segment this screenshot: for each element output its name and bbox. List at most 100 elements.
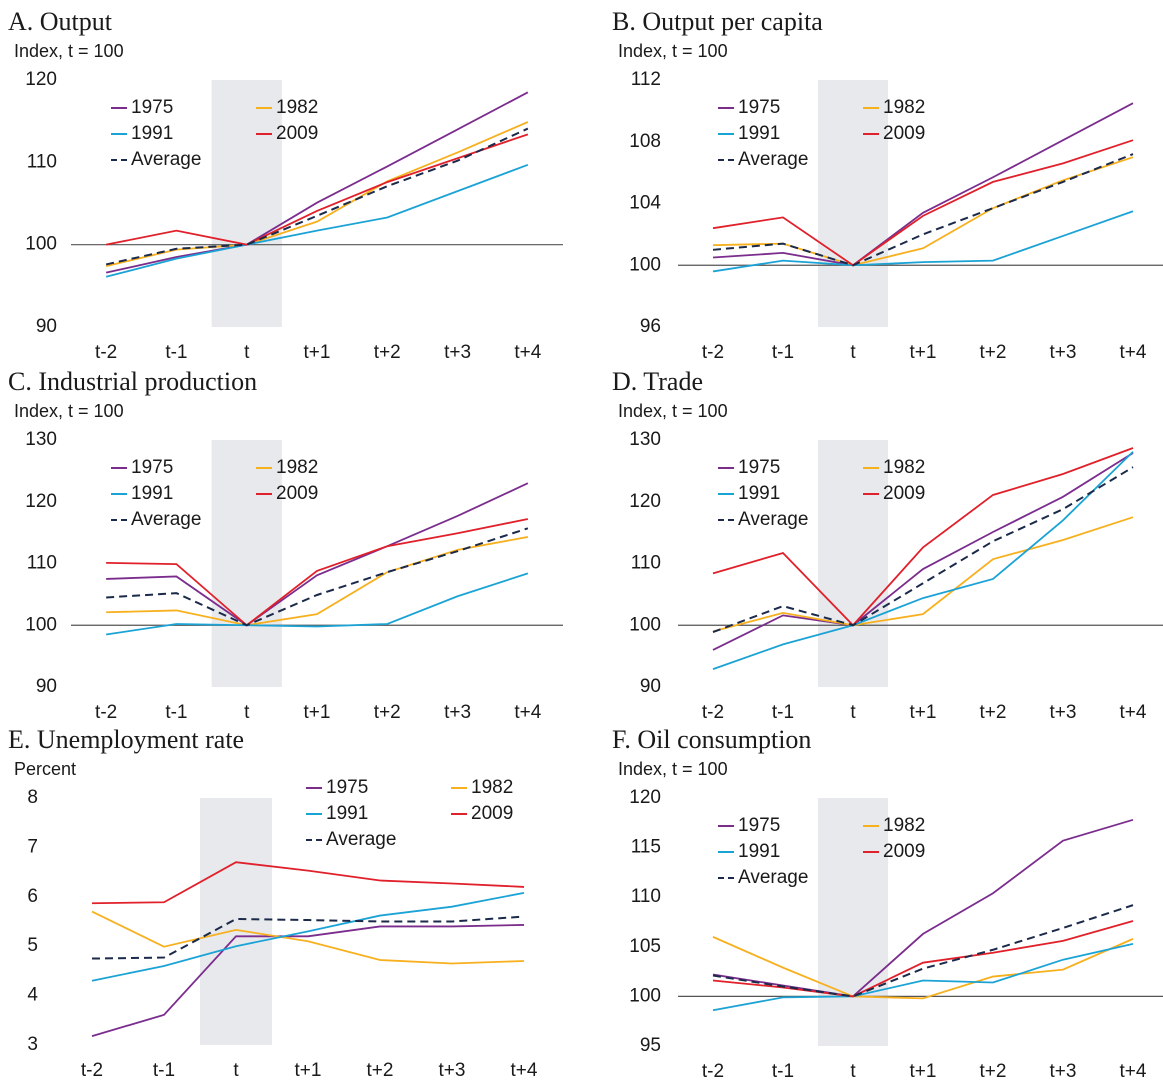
x-tick-label: t [850, 702, 856, 723]
legend-label: 1991 [131, 483, 173, 504]
x-tick-label: t-2 [702, 702, 724, 723]
y-tick-label: 100 [629, 254, 661, 275]
legend-label: 2009 [883, 841, 925, 862]
x-tick-label: t+2 [374, 342, 401, 363]
y-tick-label: 100 [25, 614, 57, 635]
x-tick-label: t-1 [153, 1060, 175, 1081]
legend-label: Average [131, 509, 201, 530]
x-tick-label: t [244, 702, 250, 723]
x-tick-label: t+1 [304, 342, 331, 363]
series-line [106, 482, 529, 627]
legend-label: 1982 [276, 457, 318, 478]
series-line [712, 102, 1134, 267]
y-tick-label: 115 [631, 837, 661, 858]
series-line [91, 891, 525, 982]
series-line [106, 536, 529, 627]
x-tick-label: t+1 [304, 702, 331, 723]
x-tick-label: t+1 [295, 1060, 322, 1081]
x-tick-label: t+2 [980, 702, 1007, 723]
y-tick-label: 130 [629, 429, 661, 450]
highlight-band [200, 798, 272, 1045]
x-tick-label: t+4 [1120, 702, 1147, 723]
legend-label: 1975 [131, 457, 173, 478]
x-tick-label: t+2 [980, 342, 1007, 363]
series-line [712, 153, 1134, 267]
y-axis-label: Index, t = 100 [618, 759, 728, 779]
x-tick-label: t-1 [772, 702, 794, 723]
x-tick-label: t+1 [910, 702, 937, 723]
legend-label: 1975 [326, 777, 368, 798]
legend-label: 1982 [883, 457, 925, 478]
legend-label: 1991 [738, 841, 780, 862]
x-tick-label: t [850, 1061, 856, 1082]
series-line [712, 516, 1134, 633]
y-tick-label: 110 [27, 553, 57, 574]
x-tick-label: t-1 [772, 1061, 794, 1082]
y-tick-label: 110 [631, 553, 661, 574]
x-tick-label: t-2 [95, 702, 117, 723]
legend-label: Average [326, 829, 396, 850]
legend-label: 1982 [471, 777, 513, 798]
legend-label: 1975 [738, 97, 780, 118]
legend-label: 1982 [883, 815, 925, 836]
legend-label: 1991 [738, 123, 780, 144]
legend-label: 1991 [326, 803, 368, 824]
legend-label: 1982 [276, 97, 318, 118]
series-line [712, 451, 1134, 670]
highlight-band [818, 798, 888, 1046]
y-tick-label: 110 [631, 886, 661, 907]
x-tick-label: t-2 [702, 1061, 724, 1082]
series-line [712, 156, 1134, 267]
legend-label: 1975 [131, 97, 173, 118]
y-tick-label: 130 [25, 429, 57, 450]
panel-title: A. Output [8, 7, 113, 36]
x-tick-label: t+4 [514, 702, 541, 723]
x-tick-label: t+3 [444, 702, 471, 723]
y-tick-label: 4 [27, 985, 38, 1006]
legend-label: 1975 [738, 815, 780, 836]
legend-label: Average [738, 867, 808, 888]
y-tick-label: 110 [27, 151, 57, 172]
x-tick-label: t+3 [1050, 1061, 1077, 1082]
y-tick-label: 100 [629, 614, 661, 635]
panel-title: C. Industrial production [8, 367, 257, 396]
x-tick-label: t+2 [367, 1060, 394, 1081]
series-line [712, 942, 1134, 1012]
y-tick-label: 120 [629, 787, 661, 808]
series-line [106, 518, 529, 627]
x-tick-label: t [244, 342, 250, 363]
x-tick-label: t+3 [439, 1060, 466, 1081]
series-line [712, 936, 1134, 1000]
y-tick-label: 90 [36, 676, 57, 697]
series-line [91, 924, 525, 1037]
highlight-band [818, 80, 888, 327]
highlight-band [818, 440, 888, 687]
y-axis-label: Index, t = 100 [14, 401, 124, 421]
panel-title: B. Output per capita [612, 7, 823, 36]
series-line [105, 133, 529, 246]
x-tick-label: t+1 [910, 342, 937, 363]
y-tick-label: 112 [631, 69, 661, 90]
x-tick-label: t-2 [95, 342, 117, 363]
y-tick-label: 120 [25, 69, 57, 90]
x-tick-label: t [233, 1060, 239, 1081]
x-tick-label: t-1 [772, 342, 794, 363]
y-tick-label: 100 [25, 234, 57, 255]
x-tick-label: t [850, 342, 856, 363]
panel-title: E. Unemployment rate [8, 725, 244, 754]
series-line [91, 915, 525, 960]
y-axis-label: Index, t = 100 [618, 41, 728, 61]
series-line [105, 163, 529, 278]
series-line [712, 447, 1134, 627]
y-tick-label: 90 [36, 316, 57, 337]
y-tick-label: 120 [25, 491, 57, 512]
x-tick-label: t+4 [514, 342, 541, 363]
y-axis-label: Index, t = 100 [14, 41, 124, 61]
y-axis-label: Percent [14, 759, 76, 779]
panel-title: D. Trade [612, 367, 703, 396]
series-line [105, 127, 529, 266]
series-line [106, 527, 529, 627]
y-axis-label: Index, t = 100 [618, 401, 728, 421]
legend-label: 1991 [131, 123, 173, 144]
